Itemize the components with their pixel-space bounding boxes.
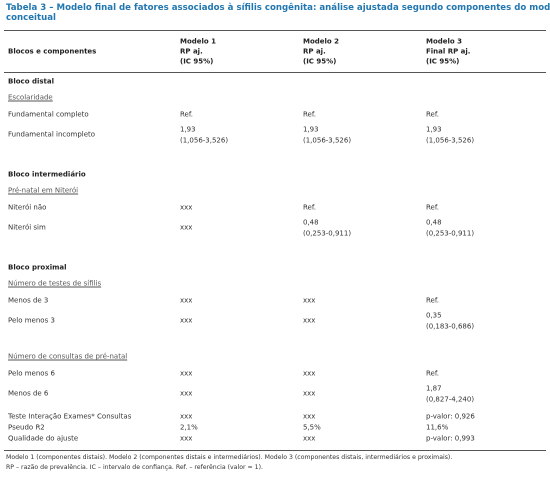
rule [4, 72, 546, 73]
cell: (1,056-3,526) [426, 136, 475, 144]
cell: 5,5% [303, 423, 321, 432]
cell: xxx [180, 369, 193, 378]
cell: 1,93 [180, 125, 196, 133]
row-label: Pseudo R2 [8, 423, 45, 432]
cell: xxx [180, 389, 193, 398]
cell: xxx [303, 389, 316, 398]
column-header: RP aj. [303, 47, 326, 56]
cell: xxx [303, 412, 316, 421]
cell: xxx [180, 412, 193, 421]
cell: p-valor: 0,993 [426, 434, 475, 443]
cell: 0,48 [426, 218, 442, 226]
row-label: Fundamental completo [8, 110, 89, 119]
cell: xxx [180, 203, 193, 212]
cell: Ref. [303, 110, 317, 119]
section-title: Bloco intermediário [8, 170, 86, 179]
row-label: Qualidade do ajuste [8, 434, 79, 443]
cell: 2,1% [180, 423, 198, 432]
cell: p-valor: 0,926 [426, 412, 475, 421]
rule [4, 30, 546, 31]
cell: xxx [180, 434, 193, 443]
cell: Ref. [426, 203, 440, 212]
column-header: Modelo 3 [426, 37, 463, 46]
cell: (0,253-0,911) [426, 229, 475, 237]
rule [4, 450, 546, 451]
column-header: (IC 95%) [180, 57, 214, 66]
group-title: Número de testes de sífilis [8, 279, 102, 288]
table-title: conceitual [6, 13, 56, 23]
cell: (1,056-3,526) [303, 136, 352, 144]
group-title: Pré-natal em Niterói [8, 186, 79, 195]
row-label: Fundamental incompleto [8, 130, 96, 139]
row-label: Pelo menos 6 [8, 369, 55, 378]
cell: (0,827-4,240) [426, 395, 475, 403]
column-header: Modelo 2 [303, 37, 340, 46]
cell: xxx [303, 316, 316, 325]
footnote: RP – razão de prevalência. IC – interval… [6, 464, 263, 471]
cell: 1,87 [426, 384, 442, 392]
column-header: Modelo 1 [180, 37, 217, 46]
row-label: Teste Interação Exames* Consultas [8, 412, 132, 421]
cell: 1,93 [303, 125, 319, 133]
section-title: Bloco proximal [8, 263, 67, 272]
column-header: Final RP aj. [426, 47, 471, 56]
cell: Ref. [426, 296, 440, 305]
cell: Ref. [426, 110, 440, 119]
cell: xxx [180, 296, 193, 305]
row-label: Niterói não [8, 203, 47, 212]
section-title: Bloco distal [8, 77, 54, 86]
group-title: Escolaridade [8, 93, 53, 102]
cell: (1,056-3,526) [180, 136, 229, 144]
column-header: Blocos e componentes [8, 47, 97, 56]
column-header: (IC 95%) [426, 57, 460, 66]
row-label: Menos de 3 [8, 296, 49, 305]
row-label: Pelo menos 3 [8, 316, 55, 325]
cell: Ref. [426, 369, 440, 378]
row-label: Niterói sim [8, 223, 46, 232]
cell: xxx [303, 296, 316, 305]
cell: Ref. [303, 203, 317, 212]
cell: (0,183-0,686) [426, 322, 475, 330]
table-title: Tabela 3 – Modelo final de fatores assoc… [6, 3, 550, 13]
cell: xxx [303, 434, 316, 443]
cell: 11,6% [426, 423, 449, 432]
group-title: Número de consultas de pré-natal [8, 352, 128, 361]
cell: xxx [303, 369, 316, 378]
column-header: (IC 95%) [303, 57, 337, 66]
cell: xxx [180, 223, 193, 232]
column-header: RP aj. [180, 47, 203, 56]
cell: (0,253-0,911) [303, 229, 352, 237]
cell: 1,93 [426, 125, 442, 133]
cell: 0,48 [303, 218, 319, 226]
footnote: Modelo 1 (componentes distais). Modelo 2… [6, 454, 453, 461]
row-label: Menos de 6 [8, 389, 49, 398]
cell: 0,35 [426, 311, 442, 319]
cell: xxx [180, 316, 193, 325]
cell: Ref. [180, 110, 194, 119]
